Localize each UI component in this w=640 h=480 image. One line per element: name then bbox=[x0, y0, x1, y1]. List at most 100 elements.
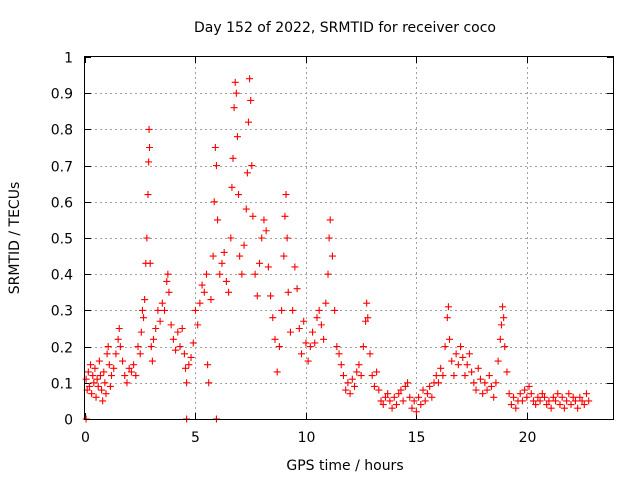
data-point bbox=[500, 314, 508, 322]
data-point bbox=[417, 401, 425, 409]
data-point bbox=[457, 343, 465, 351]
data-point bbox=[89, 372, 97, 380]
data-point bbox=[229, 154, 237, 162]
data-point bbox=[84, 368, 92, 376]
data-point bbox=[496, 335, 504, 343]
data-point bbox=[225, 288, 233, 296]
data-point bbox=[275, 343, 283, 351]
data-point bbox=[521, 386, 529, 394]
data-point bbox=[432, 372, 440, 380]
data-point bbox=[284, 288, 292, 296]
data-point bbox=[585, 397, 593, 405]
data-point bbox=[529, 397, 537, 405]
data-point bbox=[325, 234, 333, 242]
data-point bbox=[143, 234, 151, 242]
data-point bbox=[232, 89, 240, 97]
data-point bbox=[421, 397, 429, 405]
data-point bbox=[512, 404, 520, 412]
data-point bbox=[116, 343, 124, 351]
data-point bbox=[304, 357, 312, 365]
data-point bbox=[286, 328, 294, 336]
data-point bbox=[258, 234, 266, 242]
data-point bbox=[216, 270, 224, 278]
data-point bbox=[112, 350, 120, 358]
data-point bbox=[538, 390, 546, 398]
data-point bbox=[452, 350, 460, 358]
data-point bbox=[412, 408, 420, 416]
data-point bbox=[246, 75, 254, 83]
data-point bbox=[454, 361, 462, 369]
data-point bbox=[253, 292, 261, 300]
data-point bbox=[136, 350, 144, 358]
data-point bbox=[235, 191, 243, 199]
data-point bbox=[523, 393, 531, 401]
data-point bbox=[85, 382, 93, 390]
data-point bbox=[260, 216, 268, 224]
grid bbox=[85, 57, 613, 419]
data-point bbox=[231, 78, 239, 86]
data-point bbox=[404, 379, 412, 387]
data-point bbox=[492, 379, 500, 387]
data-point bbox=[103, 350, 111, 358]
y-tick-labels: 0 0.1 0.2 0.3 0.4 0.5 0.6 0.7 0.8 0.9 1 bbox=[51, 51, 73, 429]
data-point bbox=[233, 133, 241, 141]
data-point bbox=[439, 372, 447, 380]
y-tick-label: 0.9 bbox=[51, 87, 73, 103]
data-point bbox=[459, 353, 467, 361]
data-point bbox=[123, 379, 131, 387]
data-point bbox=[141, 296, 149, 304]
data-point bbox=[426, 382, 434, 390]
data-point bbox=[317, 321, 325, 329]
data-point bbox=[212, 162, 220, 170]
data-point bbox=[472, 386, 480, 394]
plot-frame bbox=[84, 56, 614, 420]
data-point bbox=[377, 397, 385, 405]
data-point bbox=[203, 270, 211, 278]
data-point bbox=[185, 361, 193, 369]
data-point bbox=[554, 390, 562, 398]
data-point bbox=[172, 346, 180, 354]
data-point bbox=[198, 281, 206, 289]
data-point bbox=[578, 397, 586, 405]
data-point bbox=[140, 314, 148, 322]
data-point bbox=[423, 390, 431, 398]
data-point bbox=[269, 314, 277, 322]
y-tick-label: 0.8 bbox=[51, 123, 73, 139]
data-point bbox=[121, 372, 129, 380]
data-point bbox=[397, 386, 405, 394]
data-point bbox=[320, 335, 328, 343]
data-point bbox=[264, 263, 272, 271]
data-point bbox=[267, 292, 275, 300]
data-point bbox=[386, 397, 394, 405]
data-point bbox=[102, 390, 110, 398]
data-point bbox=[243, 169, 251, 177]
data-point bbox=[167, 321, 175, 329]
data-point bbox=[249, 212, 257, 220]
data-point bbox=[146, 259, 154, 267]
data-point bbox=[87, 361, 95, 369]
data-point bbox=[567, 401, 575, 409]
data-point bbox=[218, 259, 226, 267]
data-point bbox=[468, 368, 476, 376]
data-point bbox=[211, 144, 219, 151]
x-tick-labels: 0 5 10 15 20 bbox=[81, 430, 536, 446]
y-tick-label: 0.5 bbox=[51, 232, 73, 248]
data-point bbox=[351, 382, 359, 390]
data-point bbox=[499, 303, 507, 311]
data-point bbox=[152, 325, 160, 332]
data-point bbox=[163, 277, 171, 285]
data-point bbox=[125, 364, 133, 372]
data-point bbox=[324, 270, 332, 278]
data-point bbox=[248, 162, 256, 170]
data-point bbox=[164, 270, 172, 278]
data-point bbox=[510, 393, 518, 401]
data-point bbox=[487, 382, 495, 390]
data-point bbox=[210, 198, 218, 206]
data-point bbox=[95, 357, 103, 365]
data-point bbox=[280, 252, 288, 260]
data-point bbox=[306, 343, 314, 351]
data-point bbox=[134, 343, 142, 351]
data-point bbox=[410, 397, 418, 405]
data-point bbox=[209, 252, 217, 260]
